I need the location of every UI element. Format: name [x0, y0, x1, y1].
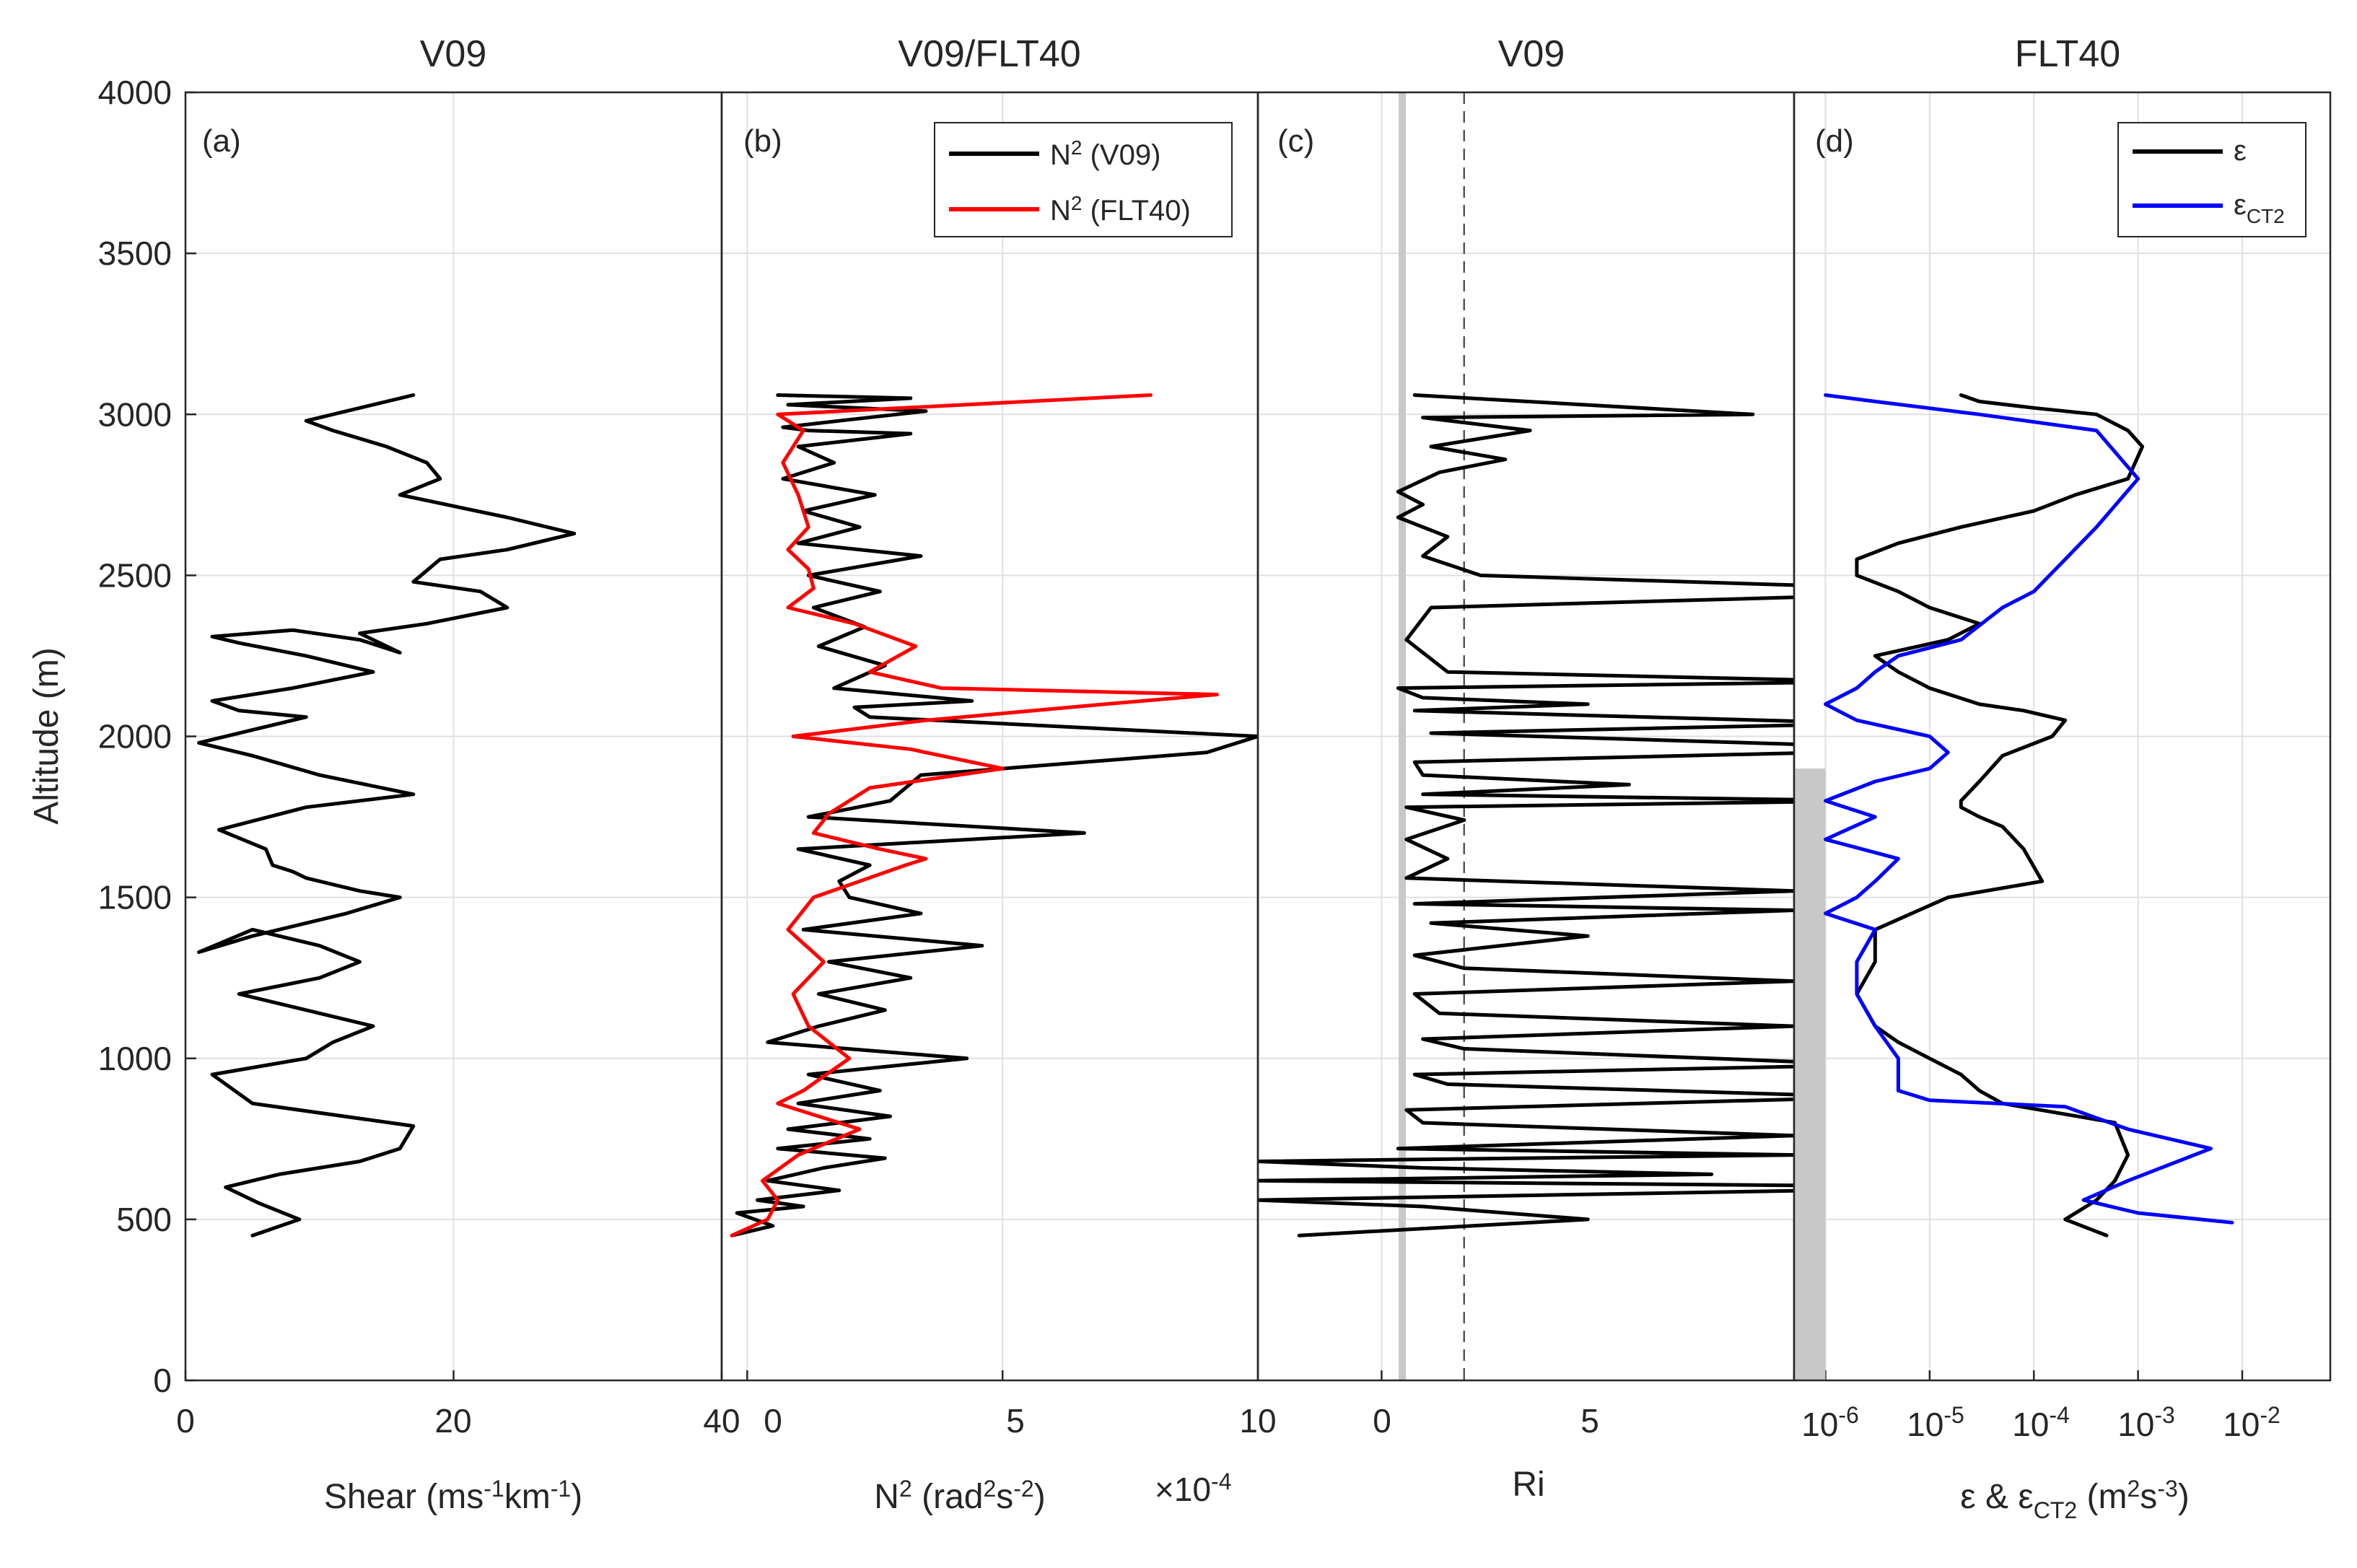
panel-d-xtick: 10-5 — [1907, 1402, 1964, 1443]
panel-a-grid — [184, 92, 723, 1380]
panel-a-xtick: 40 — [703, 1402, 740, 1440]
panel-c-xtick: 0 — [1373, 1402, 1391, 1440]
panel-b-xlabel: N2 (rad2s-2) — [874, 1476, 1045, 1516]
panel-a-series — [197, 393, 577, 1238]
panel-d-legend-box — [2117, 122, 2306, 237]
panel-d-title: FLT40 — [2015, 33, 2120, 75]
panel-b: V09/FLT40 (b) 0 5 10 N2 (rad2s-2) ×10-4 … — [720, 33, 1277, 1516]
y-tick-label: 3000 — [98, 395, 172, 433]
y-tick-label: 2000 — [98, 718, 172, 755]
panel-b-series — [730, 393, 1258, 1238]
panel-b-xtick: 10 — [1239, 1402, 1276, 1440]
y-tick-label: 2500 — [98, 556, 172, 594]
panel-d-xtick: 10-4 — [2012, 1402, 2070, 1443]
y-axis-label: Altitude (m) — [27, 647, 66, 824]
panel-d-series — [1794, 393, 2234, 1380]
panel-b-xtick: 5 — [1006, 1402, 1025, 1440]
panel-a-xlabel: Shear (ms-1km-1) — [324, 1476, 582, 1516]
panel-b-legend: N2 (V09) N2 (FLT40) — [934, 122, 1233, 237]
y-axis: Altitude (m) 0 500 1000 1500 2000 2500 3000 350… — [27, 74, 196, 1399]
panel-d-grid — [1794, 92, 2330, 1380]
panel-d: FLT40 (d) 10-6 10-5 10-4 10-3 10-2 ε & ε… — [1793, 33, 2332, 1523]
panel-b-xtick: 0 — [764, 1402, 782, 1440]
legend-label-v09: N2 (V09) — [1050, 136, 1160, 171]
series-line--ct2 — [1824, 393, 2234, 1225]
panel-a-title: V09 — [420, 33, 487, 75]
y-axis-ticks: 0 500 1000 1500 2000 2500 3000 3500 4000 — [98, 74, 196, 1399]
series-line-shear-v09- — [197, 393, 577, 1238]
panel-d-xtick: 10-3 — [2117, 1402, 2175, 1443]
panel-b-letter: (b) — [743, 123, 782, 159]
panel-c-title: V09 — [1498, 33, 1565, 75]
panel-a: V09 (a) 0 20 40 Shear (ms-1km-1) — [176, 33, 740, 1516]
series-line-- — [1855, 393, 2145, 1238]
panel-b-multiplier: ×10-4 — [1155, 1468, 1231, 1508]
panel-d-legend: ε εCT2 — [2117, 122, 2306, 237]
panel-d-xtick: 10-2 — [2223, 1402, 2281, 1443]
panel-a-xtick: 20 — [434, 1402, 471, 1440]
panel-d-frame — [1793, 91, 2332, 1382]
legend-label-flt40: N2 (FLT40) — [1050, 192, 1191, 227]
panel-b-legend-box — [934, 122, 1233, 237]
y-tick-label: 0 — [153, 1362, 172, 1399]
legend-label-eps: ε — [2234, 135, 2247, 167]
panel-c-series — [1258, 92, 1794, 1380]
panel-b-title: V09/FLT40 — [898, 33, 1080, 75]
panel-c-xtick: 5 — [1580, 1402, 1599, 1440]
panel-a-letter: (a) — [202, 123, 241, 159]
y-tick-label: 500 — [116, 1201, 172, 1238]
y-tick-label: 1500 — [98, 879, 172, 916]
shaded-region — [1794, 768, 1826, 1380]
panel-d-letter: (d) — [1815, 123, 1854, 159]
y-tick-label: 1000 — [98, 1040, 172, 1077]
panel-c-letter: (c) — [1277, 123, 1314, 159]
series-line-n2-v09- — [730, 393, 1258, 1238]
y-tick-label: 3500 — [98, 235, 172, 272]
panel-d-xlabel: ε & εCT2 (m2s-3) — [1960, 1476, 2189, 1523]
y-tick-label: 4000 — [98, 74, 172, 111]
series-line-n2-flt40- — [730, 393, 1219, 1238]
panel-a-xtick: 0 — [176, 1402, 195, 1440]
series-line-ri-v09- — [1258, 393, 1794, 1238]
panel-d-xtick: 10-6 — [1801, 1402, 1859, 1443]
panel-c-xlabel: Ri — [1512, 1466, 1544, 1504]
